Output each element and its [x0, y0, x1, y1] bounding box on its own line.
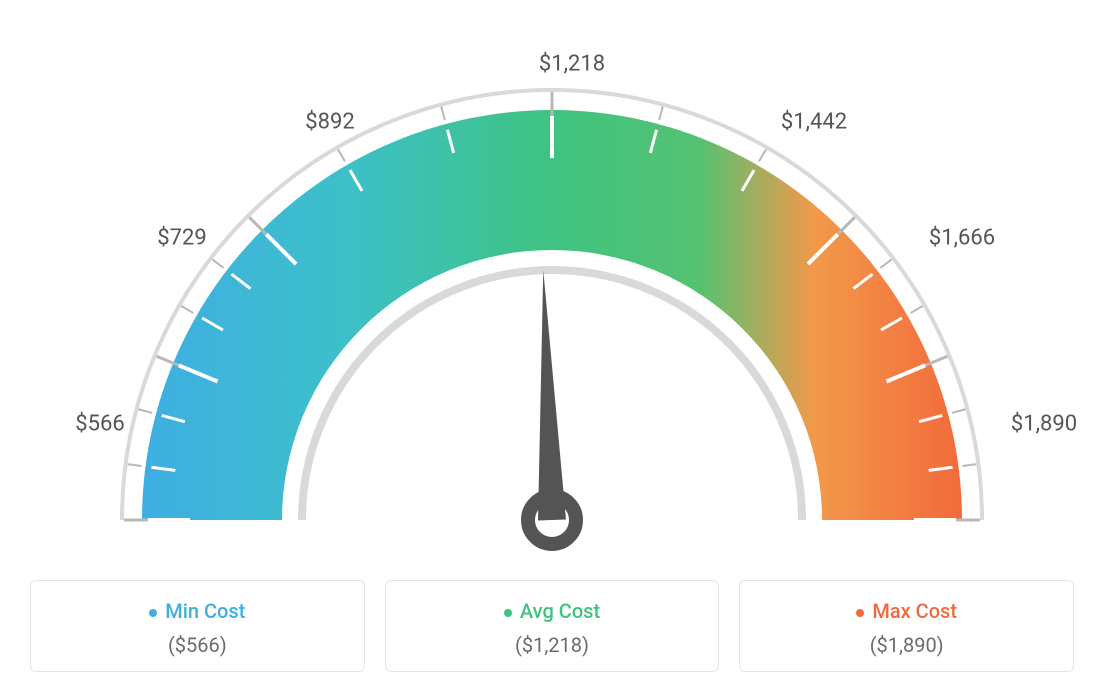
legend-min-card: Min Cost ($566)	[30, 580, 365, 672]
legend-max-title: Max Cost	[750, 599, 1063, 623]
legend-min-value: ($566)	[41, 633, 354, 657]
tick-label-6: $1,890	[1011, 412, 1077, 437]
dot-icon	[856, 609, 864, 617]
legend-max-value: ($1,890)	[750, 633, 1063, 657]
legend-min-label: Min Cost	[165, 599, 245, 623]
tick-label-1: $729	[157, 226, 206, 251]
legend-avg-card: Avg Cost ($1,218)	[385, 580, 720, 672]
gauge-svg	[22, 20, 1082, 580]
tick-label-5: $1,666	[929, 226, 995, 251]
tick-label-0: $566	[75, 412, 124, 437]
legend-avg-title: Avg Cost	[396, 599, 709, 623]
legend-avg-value: ($1,218)	[396, 633, 709, 657]
legend-max-card: Max Cost ($1,890)	[739, 580, 1074, 672]
legend-min-title: Min Cost	[41, 599, 354, 623]
tick-label-3: $1,218	[539, 52, 605, 77]
legend-avg-label: Avg Cost	[520, 599, 600, 623]
tick-label-2: $892	[305, 110, 354, 135]
gauge-needle	[528, 270, 576, 544]
cost-gauge-widget: $566 $729 $892 $1,218 $1,442 $1,666 $1,8…	[0, 0, 1104, 690]
tick-label-4: $1,442	[781, 110, 847, 135]
dot-icon	[504, 609, 512, 617]
dot-icon	[149, 609, 157, 617]
gauge-area: $566 $729 $892 $1,218 $1,442 $1,666 $1,8…	[20, 20, 1084, 580]
legend-row: Min Cost ($566) Avg Cost ($1,218) Max Co…	[20, 580, 1084, 682]
legend-max-label: Max Cost	[872, 599, 957, 623]
